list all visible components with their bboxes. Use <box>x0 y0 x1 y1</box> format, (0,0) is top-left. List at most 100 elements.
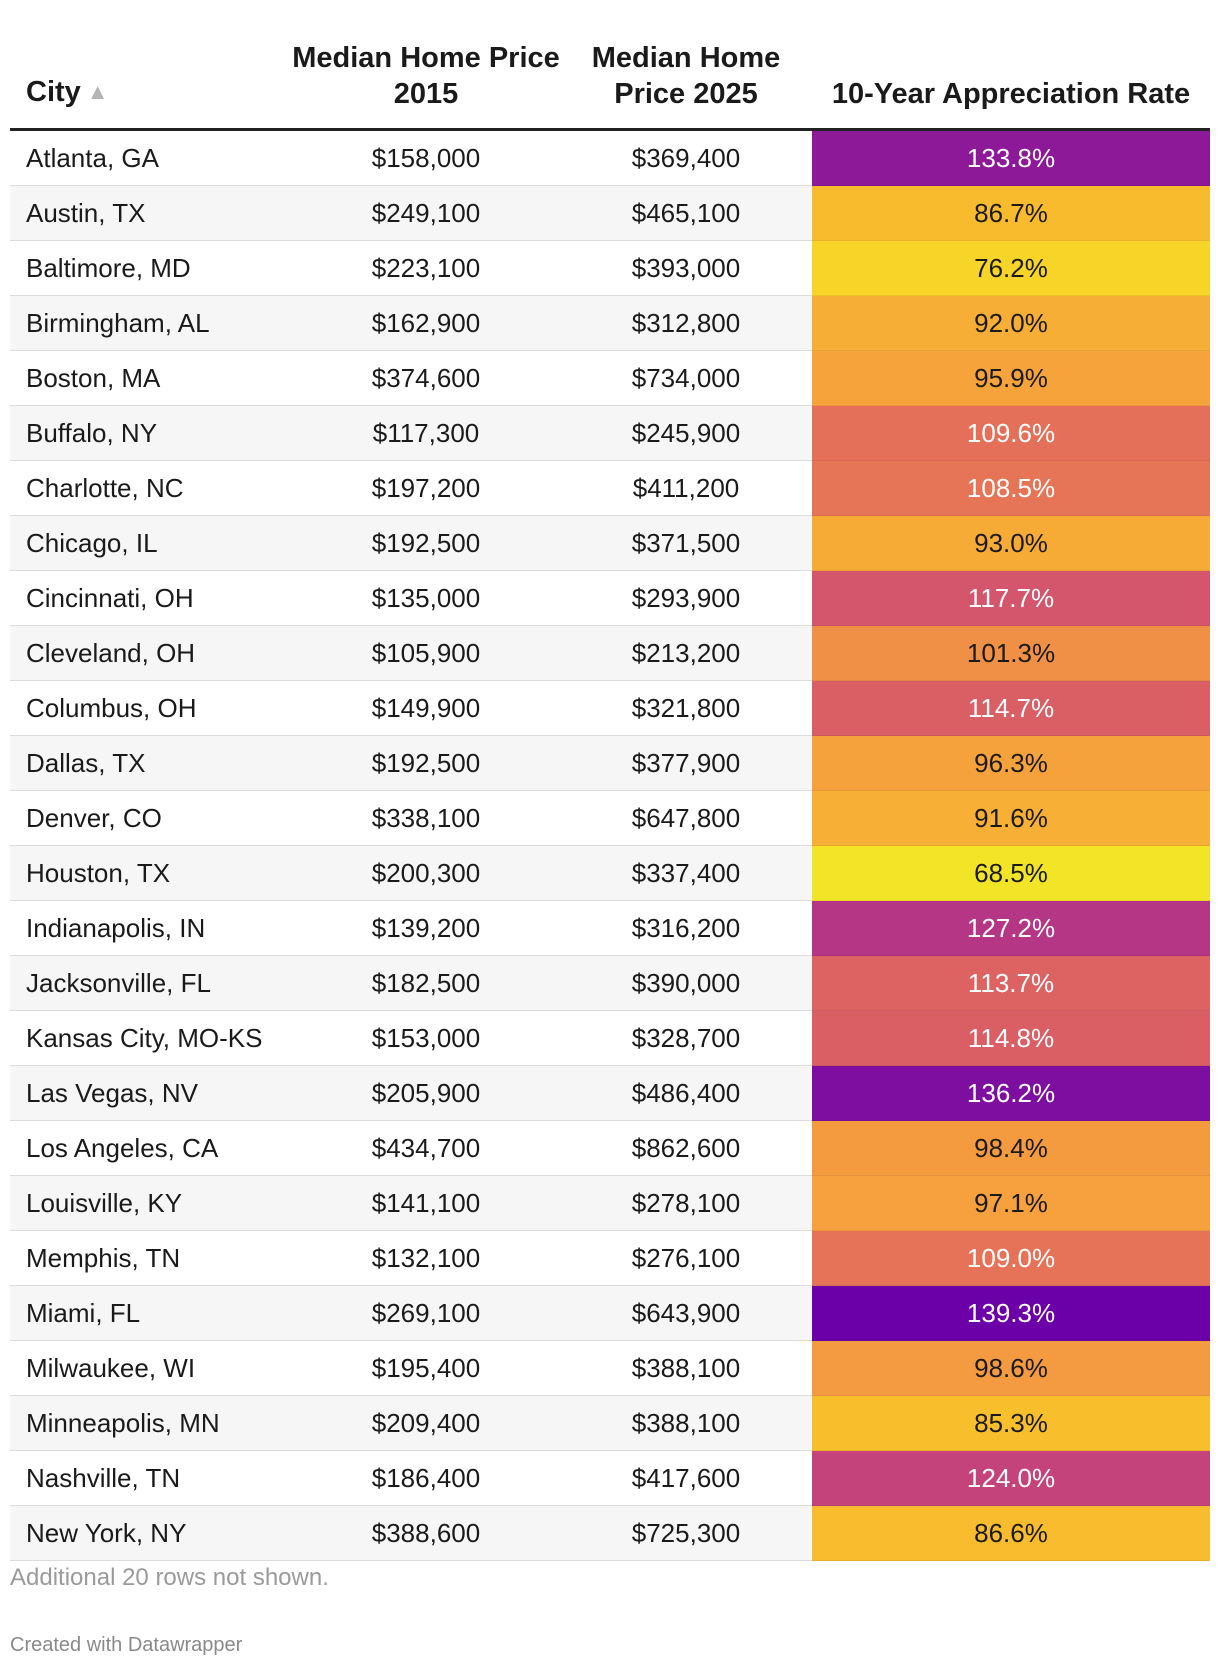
column-header-city[interactable]: City ▲ <box>10 40 292 131</box>
cell-city: Miami, FL <box>10 1285 292 1341</box>
cell-price-2015: $158,000 <box>292 129 560 186</box>
cell-city: Buffalo, NY <box>10 405 292 461</box>
cell-city: Baltimore, MD <box>10 240 292 296</box>
cell-appreciation-rate: 114.7% <box>812 680 1210 736</box>
column-header-city-label: City <box>26 76 81 108</box>
cell-city: Cincinnati, OH <box>10 570 292 626</box>
cell-city: Nashville, TN <box>10 1450 292 1506</box>
cell-appreciation-rate: 109.0% <box>812 1230 1210 1286</box>
cell-city: Boston, MA <box>10 350 292 406</box>
cell-city: Charlotte, NC <box>10 460 292 516</box>
cell-city: Chicago, IL <box>10 515 292 571</box>
table-row: Denver, CO $338,100 $647,800 91.6% <box>10 790 1210 846</box>
cell-price-2025: $337,400 <box>560 845 812 901</box>
cell-city: Columbus, OH <box>10 680 292 736</box>
cell-appreciation-rate: 86.7% <box>812 185 1210 241</box>
table-row: Jacksonville, FL $182,500 $390,000 113.7% <box>10 955 1210 1011</box>
table-row: Memphis, TN $132,100 $276,100 109.0% <box>10 1230 1210 1286</box>
cell-city: Los Angeles, CA <box>10 1120 292 1176</box>
table-row: Minneapolis, MN $209,400 $388,100 85.3% <box>10 1395 1210 1451</box>
cell-city: Atlanta, GA <box>10 129 292 186</box>
cell-price-2025: $647,800 <box>560 790 812 846</box>
table-row: Austin, TX $249,100 $465,100 86.7% <box>10 185 1210 241</box>
table-row: New York, NY $388,600 $725,300 86.6% <box>10 1505 1210 1561</box>
cell-appreciation-rate: 109.6% <box>812 405 1210 461</box>
table-row: Columbus, OH $149,900 $321,800 114.7% <box>10 680 1210 736</box>
cell-price-2025: $371,500 <box>560 515 812 571</box>
cell-price-2015: $388,600 <box>292 1505 560 1561</box>
table-header-row: City ▲ Median Home Price 2015 Median Home… <box>10 40 1210 131</box>
cell-price-2015: $269,100 <box>292 1285 560 1341</box>
table-row: Milwaukee, WI $195,400 $388,100 98.6% <box>10 1340 1210 1396</box>
cell-price-2025: $213,200 <box>560 625 812 681</box>
table-row: Atlanta, GA $158,000 $369,400 133.8% <box>10 129 1210 186</box>
cell-appreciation-rate: 98.4% <box>812 1120 1210 1176</box>
cell-price-2025: $862,600 <box>560 1120 812 1176</box>
table-row: Baltimore, MD $223,100 $393,000 76.2% <box>10 240 1210 296</box>
sort-ascending-icon: ▲ <box>86 79 109 104</box>
table-row: Louisville, KY $141,100 $278,100 97.1% <box>10 1175 1210 1231</box>
cell-appreciation-rate: 96.3% <box>812 735 1210 791</box>
cell-price-2025: $276,100 <box>560 1230 812 1286</box>
column-header-appreciation-rate[interactable]: 10-Year Appreciation Rate <box>812 40 1210 131</box>
cell-price-2015: $135,000 <box>292 570 560 626</box>
cell-appreciation-rate: 108.5% <box>812 460 1210 516</box>
rows-not-shown-note: Additional 20 rows not shown. <box>10 1564 329 1591</box>
datawrapper-credit[interactable]: Created with Datawrapper <box>10 1634 243 1656</box>
table-row: Birmingham, AL $162,900 $312,800 92.0% <box>10 295 1210 351</box>
table-row: Dallas, TX $192,500 $377,900 96.3% <box>10 735 1210 791</box>
cell-city: Minneapolis, MN <box>10 1395 292 1451</box>
cell-price-2025: $278,100 <box>560 1175 812 1231</box>
cell-appreciation-rate: 101.3% <box>812 625 1210 681</box>
cell-price-2025: $293,900 <box>560 570 812 626</box>
table-row: Miami, FL $269,100 $643,900 139.3% <box>10 1285 1210 1341</box>
cell-price-2025: $388,100 <box>560 1395 812 1451</box>
cell-city: Las Vegas, NV <box>10 1065 292 1121</box>
cell-appreciation-rate: 95.9% <box>812 350 1210 406</box>
cell-price-2015: $141,100 <box>292 1175 560 1231</box>
cell-price-2025: $393,000 <box>560 240 812 296</box>
cell-price-2025: $388,100 <box>560 1340 812 1396</box>
table-row: Las Vegas, NV $205,900 $486,400 136.2% <box>10 1065 1210 1121</box>
cell-city: Louisville, KY <box>10 1175 292 1231</box>
table-body: Atlanta, GA $158,000 $369,400 133.8% Austin,… <box>10 129 1210 1561</box>
cell-price-2015: $200,300 <box>292 845 560 901</box>
cell-price-2015: $195,400 <box>292 1340 560 1396</box>
cell-appreciation-rate: 98.6% <box>812 1340 1210 1396</box>
cell-appreciation-rate: 93.0% <box>812 515 1210 571</box>
cell-price-2025: $245,900 <box>560 405 812 461</box>
cell-price-2015: $153,000 <box>292 1010 560 1066</box>
cell-city: Kansas City, MO-KS <box>10 1010 292 1066</box>
cell-appreciation-rate: 133.8% <box>812 129 1210 186</box>
cell-price-2015: $186,400 <box>292 1450 560 1506</box>
cell-price-2025: $369,400 <box>560 129 812 186</box>
cell-appreciation-rate: 136.2% <box>812 1065 1210 1121</box>
cell-price-2025: $316,200 <box>560 900 812 956</box>
column-header-price-2025[interactable]: Median Home Price 2025 <box>560 40 812 131</box>
cell-appreciation-rate: 97.1% <box>812 1175 1210 1231</box>
cell-city: Jacksonville, FL <box>10 955 292 1011</box>
cell-appreciation-rate: 76.2% <box>812 240 1210 296</box>
cell-city: Dallas, TX <box>10 735 292 791</box>
cell-city: Memphis, TN <box>10 1230 292 1286</box>
cell-price-2015: $192,500 <box>292 735 560 791</box>
table-row: Kansas City, MO-KS $153,000 $328,700 114.8% <box>10 1010 1210 1066</box>
cell-price-2015: $223,100 <box>292 240 560 296</box>
column-header-appreciation-rate-label: 10-Year Appreciation Rate <box>831 78 1191 110</box>
table-row: Indianapolis, IN $139,200 $316,200 127.2% <box>10 900 1210 956</box>
table-row: Cleveland, OH $105,900 $213,200 101.3% <box>10 625 1210 681</box>
column-header-price-2015[interactable]: Median Home Price 2015 <box>292 40 560 131</box>
column-header-price-2025-label: Median Home Price 2025 <box>591 42 781 110</box>
cell-price-2015: $434,700 <box>292 1120 560 1176</box>
table-row: Cincinnati, OH $135,000 $293,900 117.7% <box>10 570 1210 626</box>
cell-price-2015: $117,300 <box>292 405 560 461</box>
cell-city: Houston, TX <box>10 845 292 901</box>
cell-appreciation-rate: 139.3% <box>812 1285 1210 1341</box>
cell-price-2015: $374,600 <box>292 350 560 406</box>
cell-price-2015: $132,100 <box>292 1230 560 1286</box>
cell-price-2025: $417,600 <box>560 1450 812 1506</box>
cell-price-2025: $321,800 <box>560 680 812 736</box>
cell-price-2025: $377,900 <box>560 735 812 791</box>
table-row: Charlotte, NC $197,200 $411,200 108.5% <box>10 460 1210 516</box>
